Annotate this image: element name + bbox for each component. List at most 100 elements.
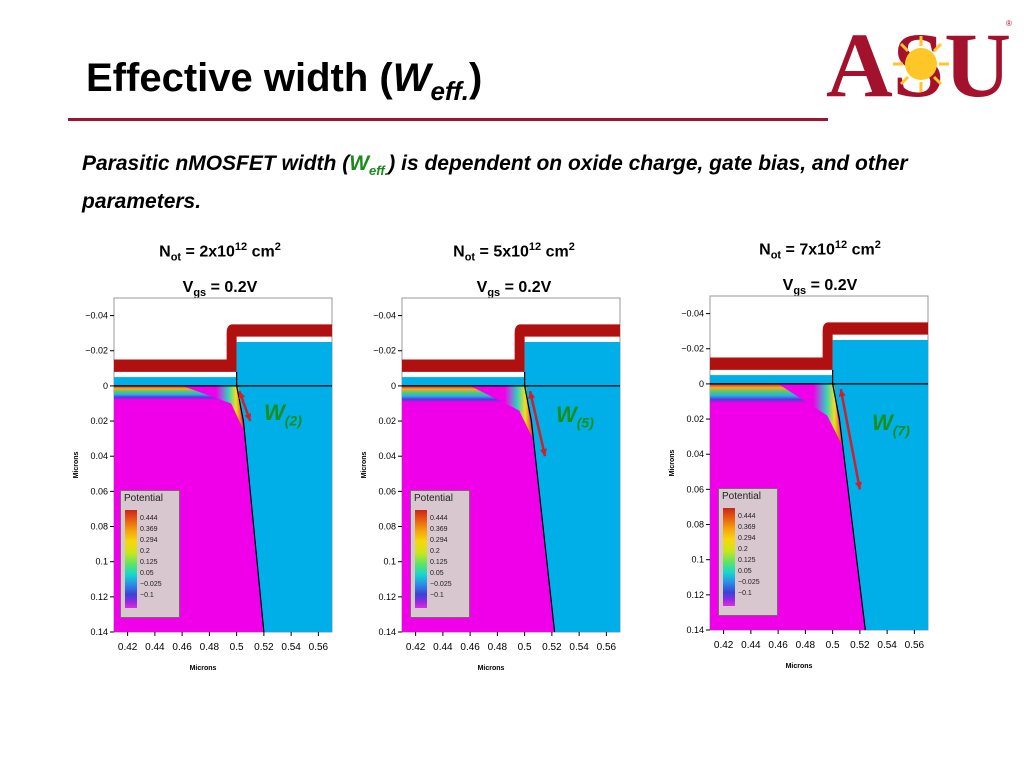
x-tick-label: 0.48 — [488, 642, 508, 653]
y-tick-label: 0.02 — [378, 416, 396, 426]
y-tick-label: −0.02 — [85, 346, 108, 356]
x-tick-label: 0.5 — [518, 642, 532, 653]
y-tick-label: 0.14 — [90, 627, 108, 637]
x-tick-label: 0.42 — [714, 640, 734, 651]
x-tick-label: 0.54 — [281, 642, 301, 653]
y-tick-label: 0.14 — [686, 625, 704, 635]
edge-potential — [470, 385, 533, 439]
x-tick-label: 0.52 — [850, 640, 870, 651]
weff-arrow-head-bottom — [540, 448, 547, 457]
y-tick-label: 0.06 — [686, 484, 704, 494]
y-tick-label: −0.02 — [373, 346, 396, 356]
x-tick-label: 0.56 — [597, 642, 617, 653]
x-tick-label: 0.44 — [741, 640, 761, 651]
x-tick-label: 0.56 — [905, 640, 925, 651]
x-tick-label: 0.54 — [569, 642, 589, 653]
y-tick-label: 0.1 — [95, 557, 108, 567]
trench-edge — [524, 371, 556, 633]
y-tick-label: 0.08 — [90, 522, 108, 532]
trench-edge — [236, 371, 265, 633]
weff-arrow-head-top — [238, 391, 246, 400]
gate-oxide — [402, 377, 525, 386]
y-tick-label: 0.02 — [686, 414, 704, 424]
y-tick-label: 0.06 — [378, 486, 396, 496]
y-tick-label: 0.08 — [686, 520, 704, 530]
y-tick-label: 0.06 — [90, 486, 108, 496]
y-tick-label: 0.1 — [383, 557, 396, 567]
weff-arrow — [528, 390, 547, 457]
potential-plot-3: −0.04 −0.02 0 0.02 0.04 0.06 0.08 0.1 0.12 0.14 0.… — [669, 295, 929, 670]
weff-arrow-head-bottom — [244, 413, 252, 422]
x-tick-label: 0.42 — [406, 642, 426, 653]
y-tick-label: 0.04 — [378, 451, 396, 461]
y-tick-label: −0.04 — [373, 311, 396, 321]
panel-header-3: Not = 7x1012 cm2 Vgs = 0.2V — [759, 239, 881, 297]
x-tick-label: 0.48 — [796, 640, 816, 651]
y-axis-label: Microns — [361, 451, 368, 478]
potential-plot-1: −0.04 −0.02 0 0.02 0.04 0.06 0.08 0.1 0.12 0.14 0.… — [73, 297, 333, 672]
potential-legend-3: Potential 0.444 0.369 0.294 0.2 0.125 0.05 −0.… — [718, 488, 778, 616]
title-underline — [68, 118, 828, 121]
x-tick-label: 0.5 — [826, 640, 840, 651]
slide-title: Effective width (Weff.) — [86, 56, 483, 106]
weff-arrow-head-bottom — [855, 481, 862, 490]
trench-edge — [832, 369, 866, 631]
gate-poly — [710, 322, 928, 370]
x-tick-label: 0.46 — [768, 640, 788, 651]
edge-potential — [778, 383, 843, 446]
y-tick-label: 0 — [699, 379, 704, 389]
oxide-region — [524, 341, 620, 632]
x-tick-label: 0.44 — [433, 642, 453, 653]
weff-arrow-head-top — [838, 389, 846, 397]
gate-oxide — [710, 375, 833, 384]
y-tick-label: 0.12 — [686, 590, 704, 600]
y-tick-label: 0.1 — [691, 555, 704, 565]
x-axis-label: Microns — [786, 663, 813, 670]
gate-poly — [114, 324, 332, 372]
x-tick-label: 0.46 — [172, 642, 192, 653]
potential-legend-1: Potential 0.444 0.369 0.294 0.2 0.125 0.05 −0.… — [120, 490, 180, 618]
y-tick-label: 0.08 — [378, 522, 396, 532]
y-axis-label: Microns — [669, 449, 676, 476]
weff-label-2: W(5) — [556, 402, 594, 431]
x-tick-label: 0.54 — [877, 640, 897, 651]
simulation-panel-3: Not = 7x1012 cm2 Vgs = 0.2V −0.04 −0.02 0 0… — [666, 230, 966, 670]
x-tick-label: 0.56 — [309, 642, 329, 653]
y-tick-label: 0.02 — [90, 416, 108, 426]
weff-arrow — [839, 388, 862, 490]
y-tick-label: 0.12 — [378, 592, 396, 602]
x-tick-label: 0.46 — [460, 642, 480, 653]
x-tick-label: 0.5 — [230, 642, 244, 653]
potential-plot-2: −0.04 −0.02 0 0.02 0.04 0.06 0.08 0.1 0.12 0.14 0.… — [361, 297, 621, 672]
simulation-panel-2: Not = 5x1012 cm2 Vgs = 0.2V −0.04 −0.02 0 0… — [358, 232, 658, 672]
slide-subtitle: Parasitic nMOSFET width (Weff.) is depen… — [82, 152, 908, 214]
y-tick-label: 0.04 — [686, 449, 704, 459]
simulation-panel-1: Not = 2x1012 cm2 Vgs = 0.2V −0.04 −0.02 0 0… — [70, 232, 370, 672]
gate-oxide — [114, 377, 237, 386]
y-axis-label: Microns — [73, 451, 80, 478]
potential-legend-2: Potential 0.444 0.369 0.294 0.2 0.125 0.05 −0.… — [410, 490, 470, 618]
x-tick-label: 0.52 — [254, 642, 274, 653]
y-tick-label: 0.12 — [90, 592, 108, 602]
panel-header-2: Not = 5x1012 cm2 Vgs = 0.2V — [453, 241, 575, 299]
y-tick-label: 0 — [103, 381, 108, 391]
y-tick-label: −0.04 — [85, 311, 108, 321]
weff-label-1: W(2) — [264, 400, 302, 429]
y-tick-label: 0.14 — [378, 627, 396, 637]
asu-logo: ASU ® — [826, 16, 1012, 102]
gate-poly — [402, 324, 620, 372]
x-axis-label: Microns — [478, 665, 505, 672]
y-tick-label: 0.04 — [90, 451, 108, 461]
y-tick-label: −0.04 — [681, 309, 704, 319]
y-tick-label: −0.02 — [681, 344, 704, 354]
x-tick-label: 0.42 — [118, 642, 138, 653]
x-tick-label: 0.48 — [200, 642, 220, 653]
y-tick-label: 0 — [391, 381, 396, 391]
weff-label-3: W(7) — [872, 410, 910, 439]
oxide-region — [236, 341, 332, 632]
x-tick-label: 0.44 — [145, 642, 165, 653]
panel-header-1: Not = 2x1012 cm2 Vgs = 0.2V — [159, 241, 281, 299]
edge-potential — [182, 385, 244, 430]
x-tick-label: 0.52 — [542, 642, 562, 653]
svg-text:®: ® — [1006, 19, 1012, 28]
